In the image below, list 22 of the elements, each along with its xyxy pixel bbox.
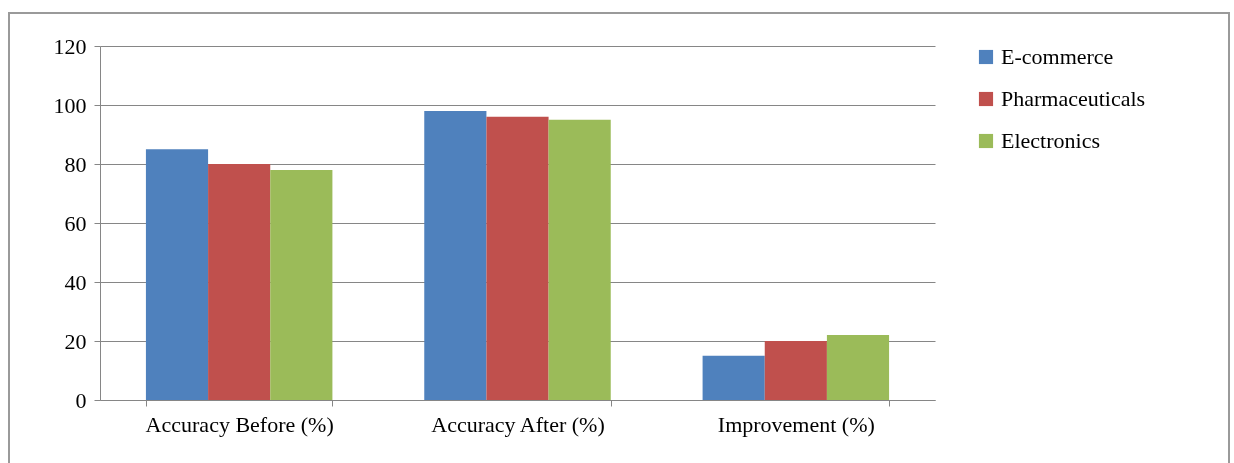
bar bbox=[764, 341, 827, 400]
x-tick-label: Accuracy After (%) bbox=[431, 411, 605, 437]
y-tick-label: 0 bbox=[75, 387, 87, 413]
bar bbox=[826, 335, 890, 400]
y-tick-label: 60 bbox=[64, 210, 87, 236]
y-tick-label: 100 bbox=[53, 92, 87, 118]
x-tick-label: Improvement (%) bbox=[717, 411, 875, 437]
y-tick-label: 80 bbox=[64, 151, 87, 177]
x-tick-label: Accuracy Before (%) bbox=[145, 411, 334, 437]
bar bbox=[145, 149, 209, 400]
legend-label: E-commerce bbox=[1001, 44, 1114, 69]
bar bbox=[424, 110, 487, 400]
bar bbox=[486, 116, 549, 400]
legend-label: Electronics bbox=[1001, 128, 1100, 153]
y-tick-label: 20 bbox=[64, 328, 87, 354]
bar bbox=[702, 355, 765, 400]
y-tick-label: 120 bbox=[53, 33, 87, 59]
y-tick-label: 40 bbox=[64, 269, 87, 295]
legend-label: Pharmaceuticals bbox=[1001, 86, 1146, 111]
bar bbox=[548, 119, 611, 400]
bar bbox=[208, 164, 271, 400]
bar bbox=[270, 169, 333, 400]
